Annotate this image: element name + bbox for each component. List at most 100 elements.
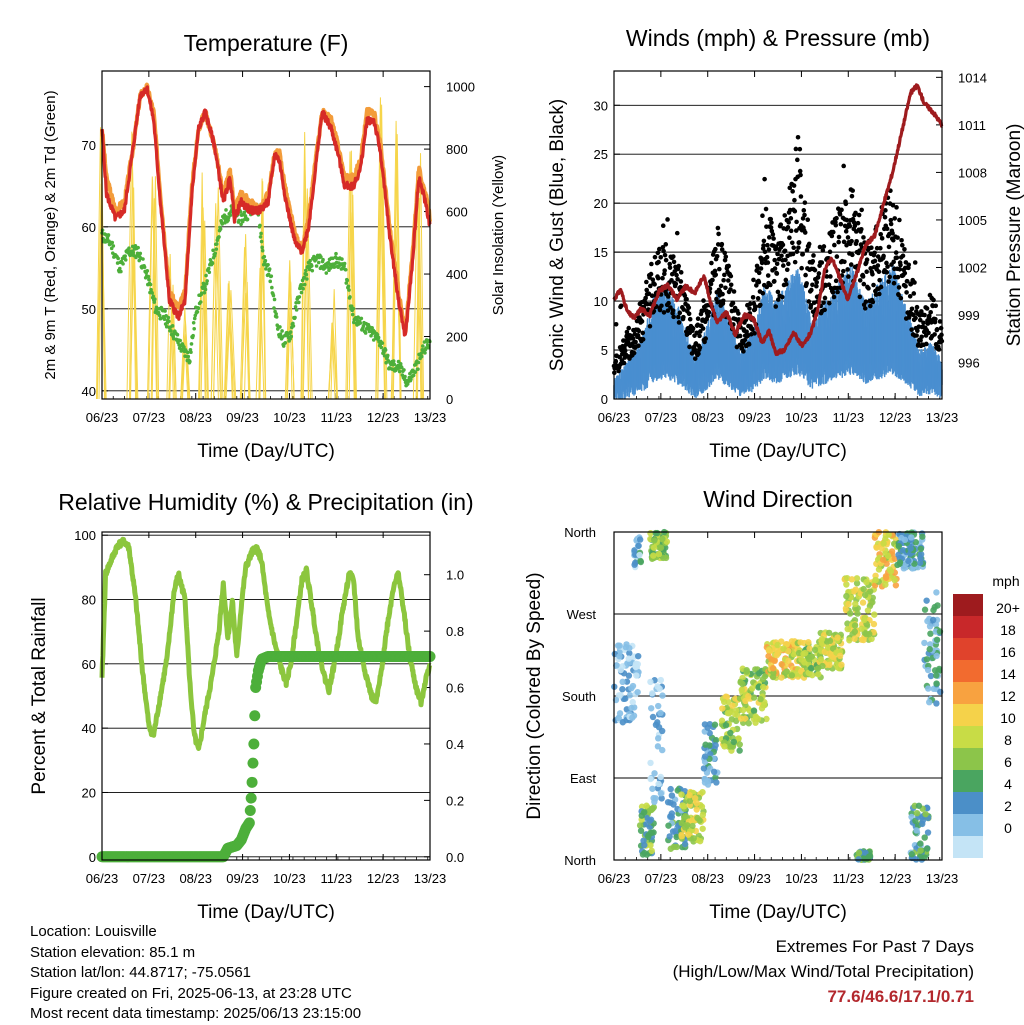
gust-point xyxy=(817,271,822,276)
gust-point xyxy=(772,279,777,284)
gust-point xyxy=(792,183,797,188)
dewpoint-point xyxy=(379,346,383,350)
gust-point xyxy=(656,276,661,281)
gust-point xyxy=(926,331,931,336)
gust-point xyxy=(869,245,874,250)
direction-point xyxy=(666,833,672,839)
dewpoint-point xyxy=(107,233,111,237)
y2-tick-label: 1.0 xyxy=(446,568,464,583)
gust-point xyxy=(640,319,645,324)
vertical-axis-label: 2m & 9m T (Red, Orange) & 2m Td (Green) xyxy=(42,90,59,379)
direction-point xyxy=(731,739,737,745)
dewpoint-point xyxy=(304,269,308,273)
y2-tick-label: 200 xyxy=(446,330,468,345)
dewpoint-point xyxy=(386,354,390,358)
x-tick-label: 12/23 xyxy=(367,871,400,886)
direction-point xyxy=(636,552,642,558)
gust-point xyxy=(767,235,772,240)
gust-point xyxy=(717,267,722,272)
gust-point xyxy=(784,282,789,287)
direction-point xyxy=(760,676,766,682)
gust-point xyxy=(696,351,701,356)
direction-point xyxy=(847,610,853,616)
vertical-axis-label: Station Pressure (Maroon) xyxy=(1004,124,1024,347)
direction-point xyxy=(723,722,729,728)
dewpoint-point xyxy=(186,351,190,355)
dewpoint-point xyxy=(197,306,201,310)
dewpoint-point xyxy=(215,247,219,251)
gust-point xyxy=(747,306,752,311)
gust-point xyxy=(697,334,702,339)
gust-point xyxy=(681,315,686,320)
gust-point xyxy=(648,324,653,329)
y-tick-label: 60 xyxy=(82,657,96,672)
gust-point xyxy=(863,306,868,311)
dewpoint-point xyxy=(150,291,154,295)
gust-point xyxy=(792,198,797,203)
gust-point xyxy=(710,278,715,283)
dewpoint-point xyxy=(141,257,145,261)
gust-point xyxy=(668,265,673,270)
dewpoint-point xyxy=(264,259,268,263)
dewpoint-point xyxy=(138,252,142,256)
x-tick-label: 07/23 xyxy=(645,871,678,886)
gust-point xyxy=(623,348,628,353)
dewpoint-point xyxy=(272,294,276,298)
gust-point xyxy=(677,320,682,325)
gust-point xyxy=(671,308,676,313)
x-tick-label: 13/23 xyxy=(926,410,959,425)
direction-point xyxy=(701,765,707,771)
dewpoint-point xyxy=(205,279,209,283)
dewpoint-point xyxy=(217,235,221,239)
dewpoint-point xyxy=(196,310,200,314)
dewpoint-point xyxy=(274,312,278,316)
gust-point xyxy=(794,147,799,152)
gust-point xyxy=(729,274,734,279)
x-tick-label: 11/23 xyxy=(832,410,864,425)
direction-point xyxy=(819,663,825,669)
x-tick-label: 07/23 xyxy=(645,410,678,425)
direction-point xyxy=(851,636,857,642)
gust-point xyxy=(676,315,681,320)
gust-point xyxy=(641,337,646,342)
direction-point xyxy=(615,642,621,648)
dewpoint-point xyxy=(423,351,427,355)
direction-point xyxy=(711,769,717,775)
direction-point xyxy=(779,661,785,667)
dewpoint-point xyxy=(204,288,208,292)
direction-point xyxy=(721,699,727,705)
gust-point xyxy=(619,303,624,308)
gust-point xyxy=(880,236,885,241)
gust-point xyxy=(828,274,833,279)
direction-point xyxy=(653,722,659,728)
direction-point xyxy=(667,799,673,805)
gust-point xyxy=(924,342,929,347)
gust-point xyxy=(850,253,855,258)
gust-point xyxy=(764,207,769,212)
direction-point xyxy=(699,789,705,795)
dewpoint-point xyxy=(333,265,337,269)
gust-point xyxy=(778,222,783,227)
gust-point xyxy=(769,220,774,225)
gust-point xyxy=(928,310,933,315)
precipitation-point xyxy=(247,758,258,769)
y-tick-label: South xyxy=(562,689,596,704)
direction-point xyxy=(860,599,866,605)
gust-point xyxy=(822,244,827,249)
y-tick-label: 80 xyxy=(82,593,96,608)
gust-point xyxy=(841,164,846,169)
gust-point xyxy=(872,250,877,255)
gust-point xyxy=(798,147,803,152)
gust-point xyxy=(841,269,846,274)
winds-panel: Winds (mph) & Pressure (mb)Time (Day/UTC… xyxy=(547,25,1024,462)
gust-point xyxy=(789,216,794,221)
y-tick-label: West xyxy=(567,607,597,622)
gust-point xyxy=(932,332,937,337)
direction-point xyxy=(659,747,665,753)
direction-point xyxy=(753,713,759,719)
direction-point xyxy=(638,559,644,565)
dewpoint-point xyxy=(321,258,325,262)
direction-point xyxy=(649,786,655,792)
gust-point xyxy=(857,213,862,218)
y-tick-label: 50 xyxy=(82,302,96,317)
